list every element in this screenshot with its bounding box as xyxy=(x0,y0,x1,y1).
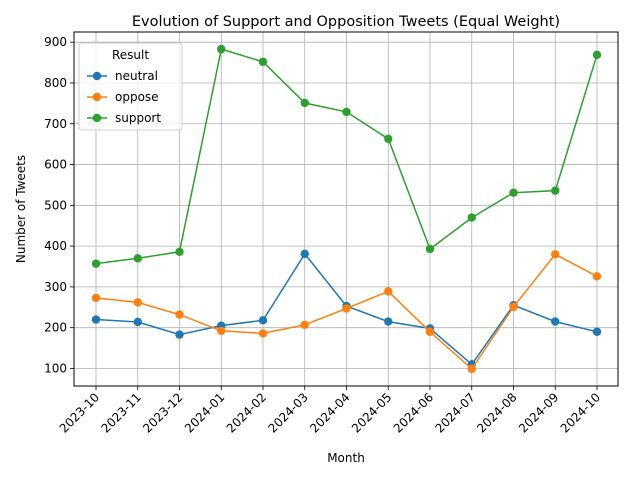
legend-marker-support xyxy=(92,113,102,123)
legend-marker-neutral xyxy=(92,71,102,81)
oppose-point xyxy=(175,310,184,319)
y-tick-label: 800 xyxy=(44,76,67,90)
support-point xyxy=(91,259,101,268)
legend-title: Result xyxy=(112,48,149,62)
support-point xyxy=(425,244,435,254)
y-tick-label: 900 xyxy=(44,35,67,49)
legend-label-support: support xyxy=(115,111,161,125)
neutral-point xyxy=(133,317,142,327)
support-point xyxy=(509,188,518,197)
oppose-point xyxy=(300,320,309,330)
support-point xyxy=(384,134,393,144)
oppose-point xyxy=(509,302,518,312)
y-tick-label: 500 xyxy=(44,198,67,212)
x-axis-title: Month xyxy=(327,451,365,465)
support-point xyxy=(342,107,351,117)
support-point xyxy=(217,44,226,54)
oppose-point xyxy=(91,293,101,303)
neutral-point xyxy=(551,317,560,326)
plot-frame xyxy=(73,31,619,387)
y-tick-label: 200 xyxy=(44,321,67,335)
neutral-point xyxy=(258,316,268,325)
oppose-point xyxy=(425,327,435,336)
oppose-point xyxy=(592,272,602,281)
neutral-point xyxy=(592,327,602,336)
y-tick-label: 100 xyxy=(44,361,67,375)
neutral-point xyxy=(300,249,309,259)
oppose-point xyxy=(467,364,476,374)
support-point xyxy=(133,254,142,263)
legend: Result neutral oppose support xyxy=(78,42,183,131)
chart-title: Evolution of Support and Opposition Twee… xyxy=(132,14,560,30)
y-tick-label: 300 xyxy=(44,280,67,294)
support-point xyxy=(551,186,560,195)
legend-marker-oppose xyxy=(92,92,102,102)
legend-label-neutral: neutral xyxy=(115,69,158,83)
series-support xyxy=(91,44,602,268)
series-group xyxy=(91,44,602,374)
oppose-point xyxy=(551,250,560,259)
y-axis-title: Number of Tweets xyxy=(14,155,28,263)
legend-label-oppose: oppose xyxy=(115,90,159,104)
oppose-point xyxy=(342,304,351,313)
support-point xyxy=(467,213,476,222)
oppose-point xyxy=(384,287,393,296)
y-tick-label: 600 xyxy=(44,158,67,172)
neutral-point xyxy=(384,317,393,326)
support-point xyxy=(175,247,184,257)
support-point xyxy=(300,98,309,108)
oppose-point xyxy=(133,298,142,307)
y-tick-label: 400 xyxy=(44,239,67,253)
support-point xyxy=(258,57,268,66)
neutral-point xyxy=(175,330,184,339)
series-oppose xyxy=(91,250,602,374)
oppose-point xyxy=(258,329,268,338)
support-point xyxy=(592,50,602,60)
oppose-point xyxy=(217,326,226,336)
y-tick-label: 700 xyxy=(44,117,67,131)
neutral-point xyxy=(91,315,101,324)
legend-box xyxy=(78,42,183,131)
